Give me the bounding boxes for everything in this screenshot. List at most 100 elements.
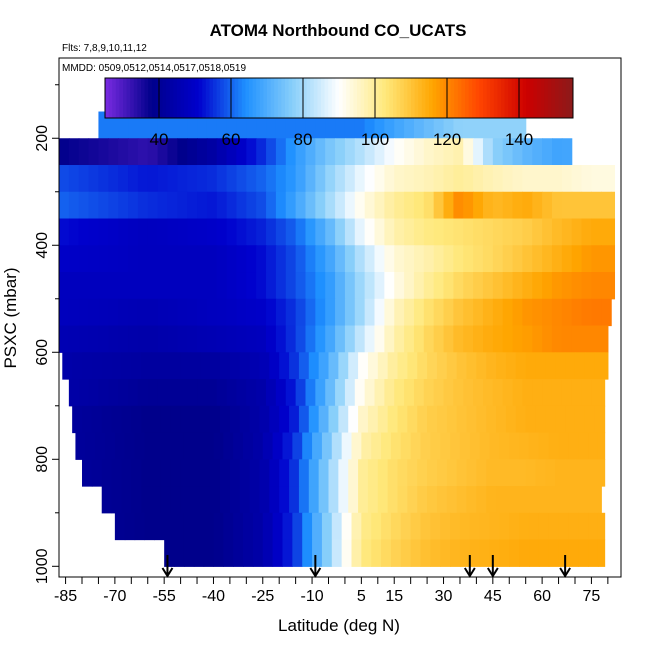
heatmap-cell <box>236 138 247 166</box>
heatmap-cell <box>269 486 280 514</box>
colorbar-segment <box>288 78 293 118</box>
colorbar-segment <box>403 78 408 118</box>
heatmap-cell <box>367 486 379 514</box>
heatmap-cell <box>558 432 570 460</box>
heatmap-cell <box>91 459 103 487</box>
heatmap-cell <box>551 245 563 273</box>
heatmap-cell <box>325 138 336 166</box>
heatmap-cell <box>308 459 320 487</box>
colorbar-tick-label: 80 <box>294 130 313 149</box>
heatmap-cell <box>295 111 307 139</box>
heatmap-cell <box>68 325 80 353</box>
colorbar-segment <box>425 78 430 118</box>
heatmap-cell <box>561 218 573 246</box>
heatmap-cell <box>305 272 316 300</box>
heatmap-cell <box>456 486 468 514</box>
heatmap-cell <box>551 272 563 300</box>
heatmap-cell <box>594 352 606 380</box>
heatmap-cell <box>144 512 155 541</box>
heatmap-cell <box>272 512 284 541</box>
heatmap-cell <box>397 486 408 514</box>
heatmap-cell <box>433 191 445 220</box>
heatmap-cell <box>187 245 198 273</box>
heatmap-cell <box>410 539 422 567</box>
colorbar-segment <box>393 78 398 118</box>
heatmap-cell <box>496 459 507 487</box>
heatmap-cell <box>157 111 169 139</box>
heatmap-cell <box>509 512 520 541</box>
heatmap-cell <box>522 298 533 327</box>
heatmap-cell <box>167 138 178 166</box>
heatmap-cell <box>463 245 474 273</box>
heatmap-cell <box>364 165 376 193</box>
heatmap-cell <box>344 111 356 139</box>
colorbar-segment <box>173 78 178 118</box>
heatmap-cell <box>604 352 609 380</box>
heatmap-cell <box>269 352 280 380</box>
arrow-head <box>463 567 476 578</box>
heatmap-cell <box>82 459 93 487</box>
colorbar-segment <box>231 78 236 118</box>
heatmap-cell <box>551 325 563 353</box>
heatmap-cell <box>236 165 247 193</box>
heatmap-cell <box>581 298 593 327</box>
heatmap-cell <box>98 191 109 220</box>
heatmap-cell <box>118 218 129 246</box>
heatmap-cell <box>404 191 415 220</box>
heatmap-cell <box>463 325 474 353</box>
heatmap-cell <box>482 191 494 220</box>
heatmap-cell <box>578 539 589 567</box>
heatmap-cell <box>331 432 343 460</box>
heatmap-cell <box>430 512 441 541</box>
heatmap-cell <box>279 486 290 514</box>
heatmap-cell <box>243 512 254 541</box>
x-tick-label: -40 <box>202 588 225 605</box>
heatmap-cell <box>381 432 392 460</box>
heatmap-cell <box>256 138 267 166</box>
heatmap-cell <box>141 459 152 487</box>
heatmap-cell <box>578 432 589 460</box>
heatmap-cell <box>206 298 218 327</box>
heatmap-cell <box>325 111 336 139</box>
heatmap-cell <box>295 379 307 407</box>
heatmap-cell <box>197 272 208 300</box>
heatmap-cell <box>542 379 553 407</box>
heatmap-cell <box>236 325 247 353</box>
heatmap-cell <box>450 539 461 567</box>
colorbar-segment <box>558 78 563 118</box>
heatmap-cell <box>344 245 356 273</box>
heatmap-cell <box>581 245 593 273</box>
colorbar-segment <box>227 78 232 118</box>
heatmap-cell <box>443 379 454 407</box>
heatmap-cell <box>108 379 119 407</box>
heatmap-cell <box>285 218 297 246</box>
x-tick-label: 75 <box>583 588 601 605</box>
colorbar-segment <box>382 78 387 118</box>
heatmap-cell <box>78 191 90 220</box>
heatmap-cell <box>128 138 139 166</box>
y-tick-label: 1000 <box>34 548 51 584</box>
heatmap-cell <box>226 191 238 220</box>
heatmap-cell <box>59 165 70 193</box>
colorbar-segment <box>457 78 462 118</box>
heatmap-cell <box>542 138 553 166</box>
heatmap-cell <box>522 379 533 407</box>
heatmap-cell <box>407 486 418 514</box>
colorbar-segment <box>263 78 268 118</box>
heatmap-cell <box>285 245 297 273</box>
heatmap-cell <box>433 218 445 246</box>
heatmap-cell <box>298 459 310 487</box>
heatmap-cell <box>151 352 162 380</box>
colorbar-segment <box>223 78 228 118</box>
heatmap-cell <box>364 245 376 273</box>
colorbar-segment <box>547 78 552 118</box>
heatmap-cell <box>344 298 356 327</box>
heatmap-cell <box>315 298 326 327</box>
heatmap-cell <box>413 138 425 166</box>
heatmap-cell <box>101 486 113 514</box>
heatmap-cell <box>489 539 500 567</box>
heatmap-cell <box>220 459 231 487</box>
heatmap-cell <box>502 272 514 300</box>
heatmap-cell <box>351 512 362 541</box>
heatmap-cell <box>157 379 169 407</box>
